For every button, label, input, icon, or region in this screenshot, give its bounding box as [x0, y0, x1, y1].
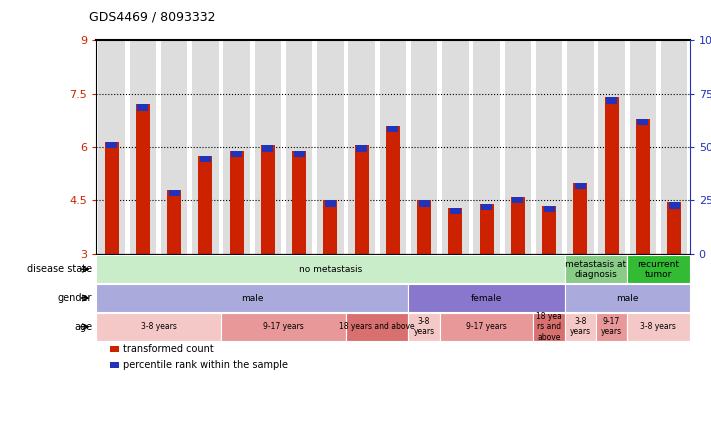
Bar: [137, 104, 149, 111]
Text: disease state: disease state: [27, 264, 92, 274]
Bar: [387, 126, 398, 132]
Text: 18 yea
rs and
above: 18 yea rs and above: [536, 312, 562, 342]
Bar: [386, 126, 400, 254]
Bar: [636, 118, 650, 254]
Bar: [192, 40, 218, 254]
Text: 18 years and above: 18 years and above: [339, 322, 415, 331]
Bar: [129, 40, 156, 254]
Text: 9-17 years: 9-17 years: [263, 322, 304, 331]
Bar: [106, 142, 117, 148]
Bar: [317, 40, 343, 254]
Bar: [510, 197, 525, 254]
Text: 3-8 years: 3-8 years: [141, 322, 176, 331]
Bar: [167, 190, 181, 254]
Bar: [98, 40, 125, 254]
Bar: [356, 145, 367, 151]
Bar: [481, 204, 492, 210]
Bar: [161, 40, 188, 254]
Bar: [505, 40, 531, 254]
Bar: [230, 151, 244, 254]
Text: 3-8
years: 3-8 years: [414, 317, 434, 336]
Bar: [324, 201, 337, 254]
Text: percentile rank within the sample: percentile rank within the sample: [123, 360, 288, 370]
Bar: [629, 40, 656, 254]
Bar: [449, 208, 462, 254]
Bar: [474, 40, 500, 254]
Text: 3-8 years: 3-8 years: [641, 322, 676, 331]
Text: recurrent
tumor: recurrent tumor: [638, 260, 680, 279]
Bar: [598, 40, 625, 254]
Bar: [348, 40, 375, 254]
Bar: [292, 151, 306, 254]
Bar: [380, 40, 406, 254]
Bar: [442, 40, 469, 254]
Bar: [200, 156, 211, 162]
Bar: [286, 40, 312, 254]
Bar: [573, 183, 587, 254]
Bar: [567, 40, 594, 254]
Bar: [261, 145, 275, 254]
Text: transformed count: transformed count: [123, 344, 214, 354]
Bar: [105, 142, 119, 254]
Bar: [355, 145, 368, 254]
Text: male: male: [241, 294, 264, 302]
Text: gender: gender: [58, 293, 92, 303]
Bar: [604, 97, 619, 254]
Bar: [411, 40, 437, 254]
Bar: [255, 40, 281, 254]
Bar: [606, 97, 617, 104]
Bar: [198, 156, 213, 254]
Bar: [479, 204, 493, 254]
Bar: [661, 40, 688, 254]
Text: age: age: [75, 322, 92, 332]
Bar: [637, 118, 648, 125]
Bar: [574, 183, 586, 189]
Bar: [544, 206, 555, 212]
Bar: [419, 201, 429, 207]
Text: 9-17 years: 9-17 years: [466, 322, 507, 331]
Bar: [513, 197, 523, 203]
Text: male: male: [616, 294, 638, 302]
Bar: [536, 40, 562, 254]
Text: no metastasis: no metastasis: [299, 265, 362, 274]
Bar: [668, 202, 680, 209]
Bar: [136, 104, 150, 254]
Bar: [294, 151, 304, 157]
Bar: [223, 40, 250, 254]
Bar: [667, 202, 681, 254]
Text: 3-8
years: 3-8 years: [570, 317, 591, 336]
Bar: [542, 206, 556, 254]
Bar: [450, 208, 461, 214]
Bar: [325, 201, 336, 207]
Bar: [262, 145, 273, 151]
Text: metastasis at
diagnosis: metastasis at diagnosis: [565, 260, 626, 279]
Text: GDS4469 / 8093332: GDS4469 / 8093332: [89, 10, 215, 23]
Bar: [169, 190, 180, 196]
Bar: [417, 201, 431, 254]
Text: 9-17
years: 9-17 years: [601, 317, 622, 336]
Text: female: female: [471, 294, 502, 302]
Bar: [231, 151, 242, 157]
